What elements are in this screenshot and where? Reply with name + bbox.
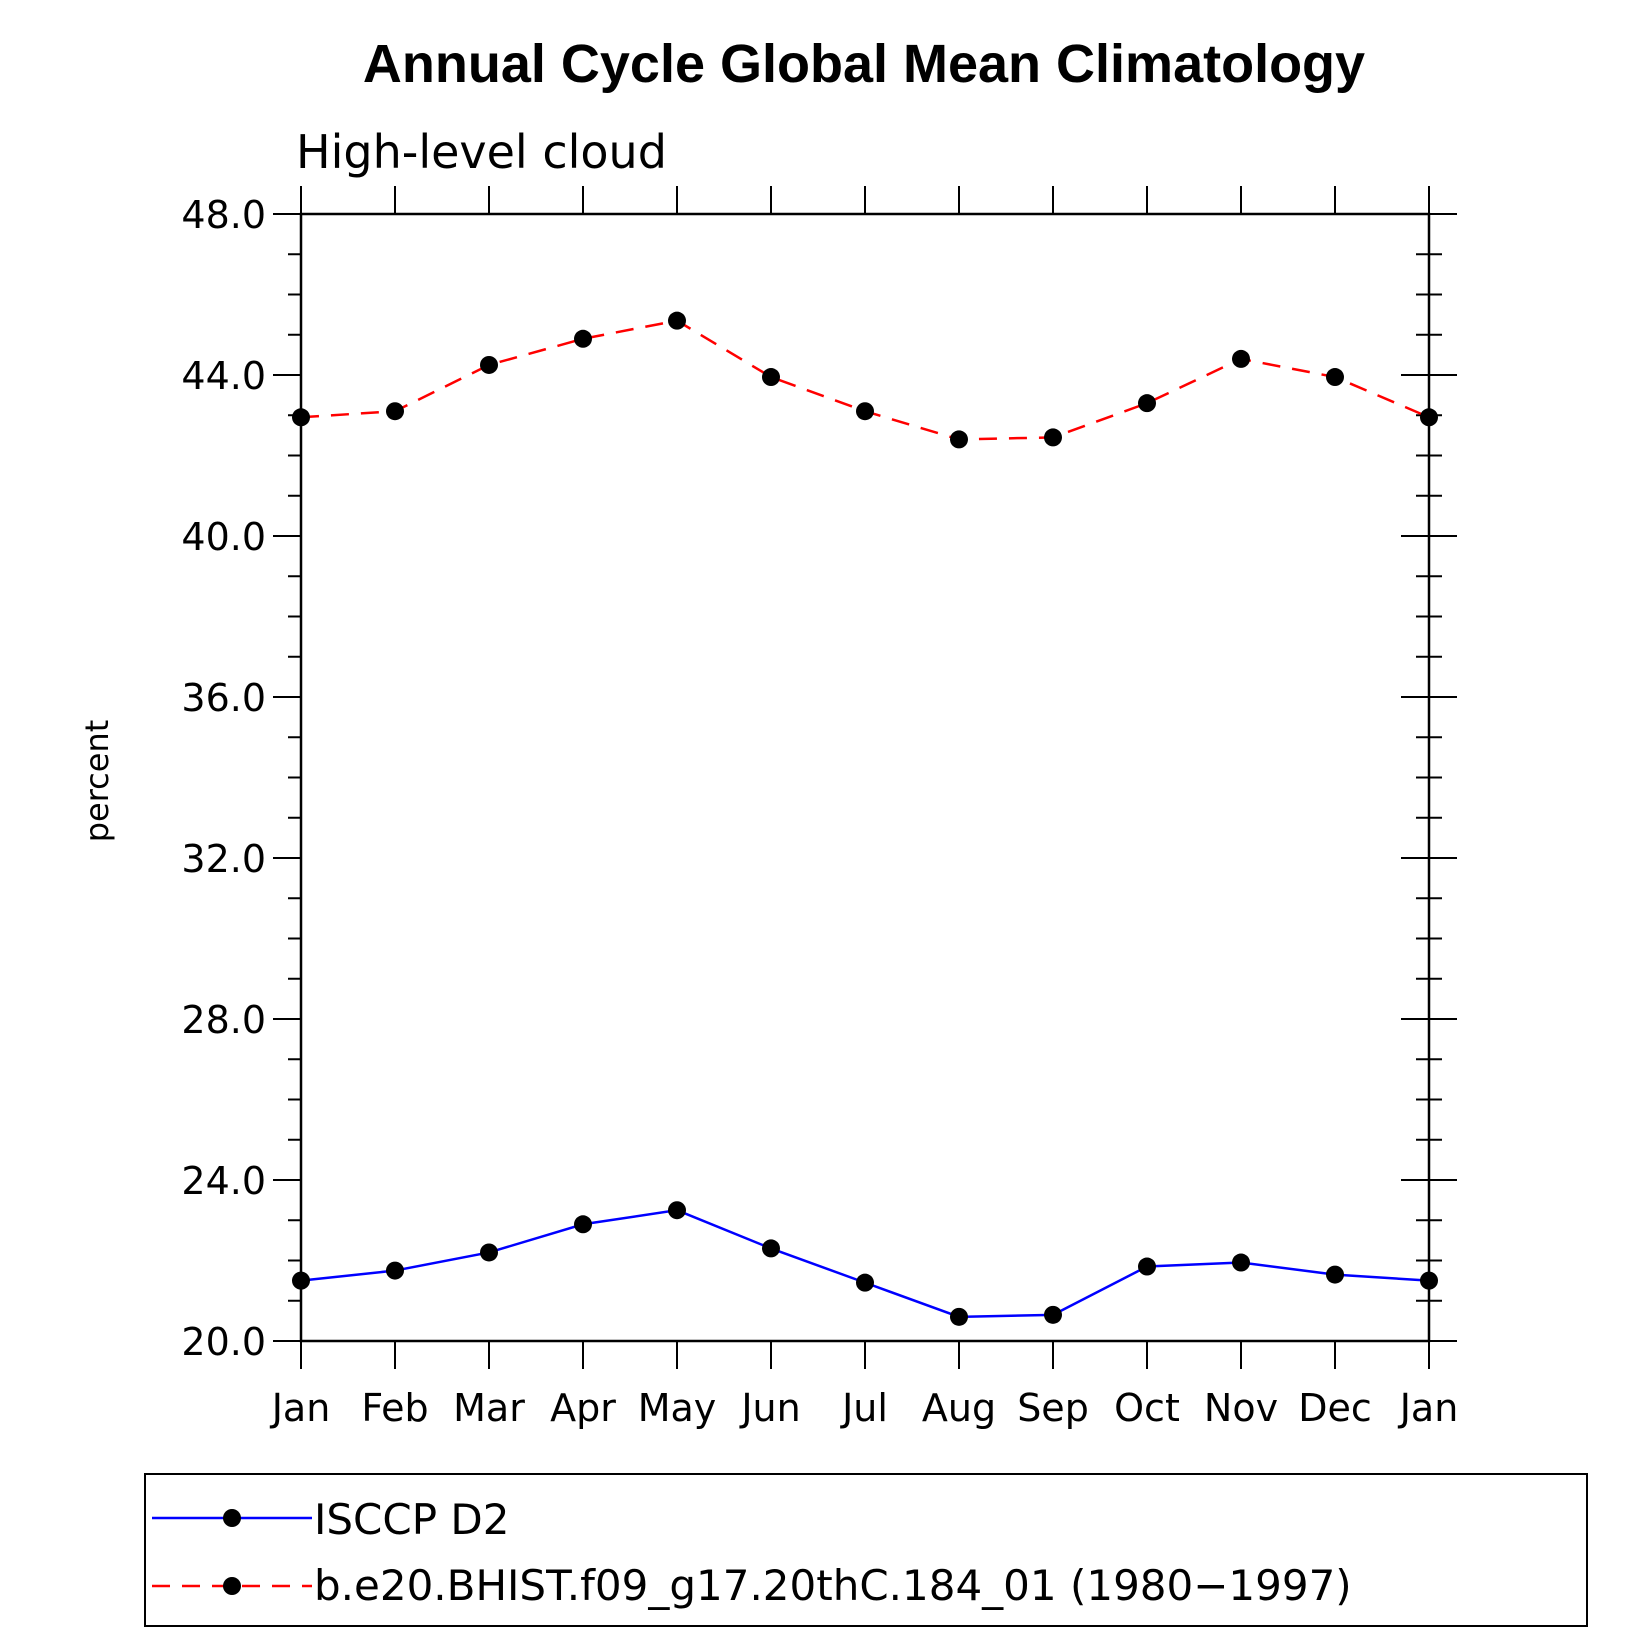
series-1-point [574, 329, 592, 348]
chart-subtitle: High-level cloud [296, 125, 667, 179]
series-0-point [1138, 1257, 1156, 1276]
plot-frame [299, 212, 1431, 1343]
series-0-point [292, 1271, 310, 1290]
x-tick-label: Feb [361, 1386, 428, 1430]
x-tick-label: Dec [1298, 1386, 1372, 1430]
series-1-point [480, 355, 498, 374]
series-0-point [1326, 1265, 1344, 1284]
series-1-point [1044, 428, 1062, 447]
x-tick-label: Jan [1398, 1386, 1459, 1430]
legend: ISCCP D2 b.e20.BHIST.f09_g17.20thC.184_0… [144, 1473, 1588, 1627]
series-0-point [950, 1307, 968, 1326]
axis-ticks [273, 186, 1457, 1369]
series-1-point [668, 311, 686, 330]
series-0-point [1044, 1305, 1062, 1324]
y-tick-label: 48.0 [181, 193, 266, 237]
y-tick-label: 36.0 [181, 676, 266, 720]
chart-title: Annual Cycle Global Mean Climatology [363, 34, 1365, 94]
y-tick-label: 44.0 [181, 354, 266, 398]
series-0-point [762, 1239, 780, 1258]
legend-box [144, 1473, 1588, 1627]
y-tick-label: 20.0 [181, 1320, 266, 1364]
legend-label-isccp: ISCCP D2 [314, 1495, 509, 1544]
series-0-point [480, 1243, 498, 1262]
series-layer [292, 311, 1438, 1326]
x-tick-label: Apr [550, 1386, 616, 1430]
series-1-point [762, 368, 780, 387]
x-tick-label: Oct [1114, 1386, 1180, 1430]
series-1-point [1420, 408, 1438, 427]
x-tick-label: Aug [922, 1386, 996, 1430]
tick-labels: 20.0 24.0 28.0 32.0 36.0 40.0 44.0 48.0 Jan Feb Ma… [181, 193, 1458, 1430]
y-tick-label: 40.0 [181, 515, 266, 559]
series-1-point [1326, 368, 1344, 387]
series-line-1 [300, 319, 1430, 441]
series-1-point [856, 402, 874, 421]
x-tick-label: Jul [840, 1386, 888, 1430]
series-1-point [1232, 349, 1250, 368]
y-tick-label: 24.0 [181, 1159, 266, 1203]
legend-swatch-marker-model [223, 1577, 241, 1595]
x-tick-label: Jan [270, 1386, 331, 1430]
series-1-point [950, 430, 968, 449]
series-0-point [386, 1261, 404, 1280]
legend-swatch-marker-isccp [223, 1509, 241, 1527]
x-tick-label: Jun [739, 1386, 800, 1430]
series-0-point [1420, 1271, 1438, 1290]
series-1-point [1138, 394, 1156, 413]
y-axis-label: percent [78, 720, 116, 843]
x-tick-label: Mar [453, 1386, 525, 1430]
series-0-point [856, 1273, 874, 1292]
series-0-point [668, 1201, 686, 1220]
x-tick-label: May [638, 1386, 717, 1430]
series-0-point [574, 1215, 592, 1234]
series-1-point [386, 402, 404, 421]
plot-border [299, 212, 1431, 1343]
series-line-0 [300, 1208, 1430, 1319]
series-0-point [1232, 1253, 1250, 1272]
legend-label-model: b.e20.BHIST.f09_g17.20thC.184_01 (1980−1… [314, 1561, 1352, 1610]
x-tick-label: Sep [1017, 1386, 1089, 1430]
y-tick-label: 28.0 [181, 998, 266, 1042]
y-tick-label: 32.0 [181, 837, 266, 881]
x-tick-label: Nov [1204, 1386, 1278, 1430]
series-1-point [292, 408, 310, 427]
